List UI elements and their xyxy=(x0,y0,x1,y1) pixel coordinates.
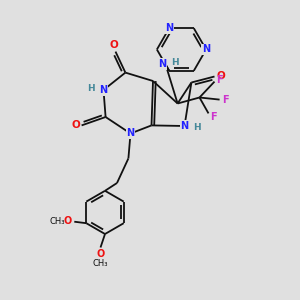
Text: CH₃: CH₃ xyxy=(49,217,64,226)
Text: N: N xyxy=(202,44,210,55)
Text: N: N xyxy=(165,23,173,33)
Text: O: O xyxy=(64,216,72,226)
Text: H: H xyxy=(171,58,178,67)
Text: O: O xyxy=(110,40,118,50)
Text: N: N xyxy=(126,128,135,139)
Text: F: F xyxy=(211,112,217,122)
Text: F: F xyxy=(217,75,223,85)
Text: N: N xyxy=(99,85,108,95)
Text: H: H xyxy=(193,123,201,132)
Text: O: O xyxy=(96,249,105,259)
Text: N: N xyxy=(158,59,167,69)
Text: O: O xyxy=(72,120,81,130)
Text: F: F xyxy=(222,94,229,105)
Text: CH₃: CH₃ xyxy=(93,260,108,268)
Text: H: H xyxy=(87,84,95,93)
Text: N: N xyxy=(180,121,189,131)
Text: O: O xyxy=(216,71,225,81)
